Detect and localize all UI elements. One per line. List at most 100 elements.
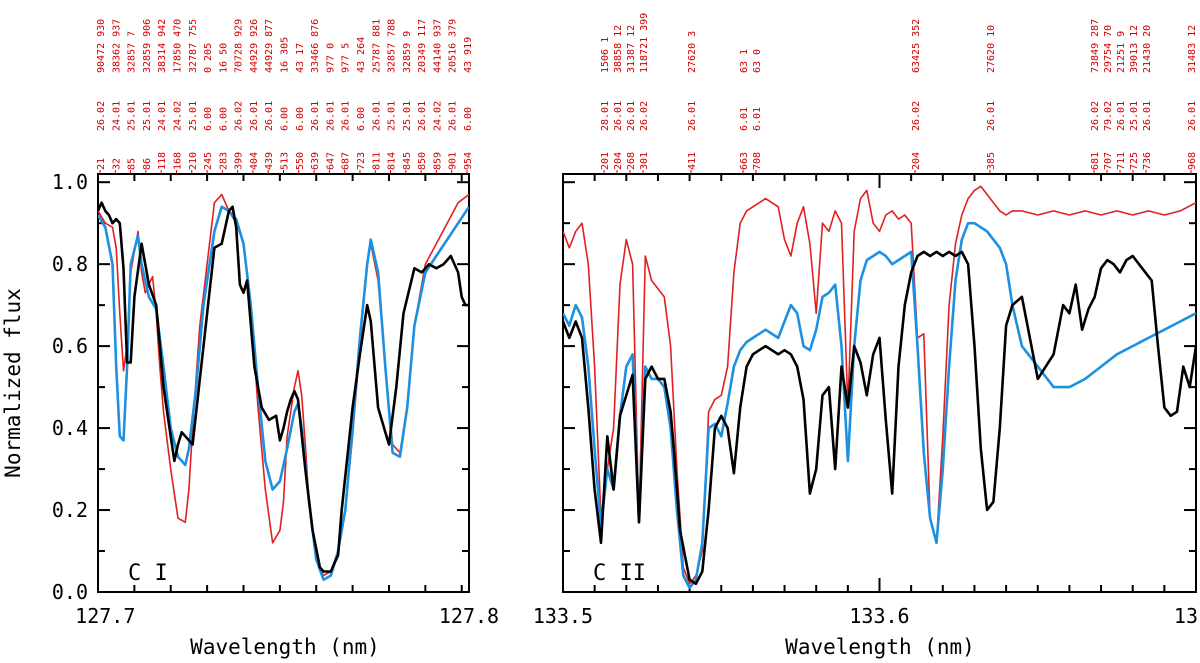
line-id-species: 24.02 bbox=[432, 101, 443, 131]
line-id-wavelength: 201 bbox=[600, 152, 611, 170]
line-id-wavelength: 204 bbox=[911, 152, 922, 170]
line-id-species: 6.00 bbox=[463, 107, 474, 131]
line-id-wavelength: 639 bbox=[310, 152, 321, 170]
line-id-gf: 44929 877 bbox=[264, 19, 275, 73]
line-id-wavelength: 954 bbox=[463, 152, 474, 170]
line-id-gf: 32857 788 bbox=[387, 19, 398, 73]
line-id-wavelength: 687 bbox=[341, 152, 352, 170]
line-id-wavelength: 550 bbox=[295, 152, 306, 170]
line-id-species: 26.02 bbox=[1090, 101, 1101, 131]
line-id-gf: 32857 7 bbox=[127, 31, 138, 73]
line-id-species: 26.01 bbox=[626, 101, 637, 131]
line-id-wavelength: 385 bbox=[986, 152, 997, 170]
line-id-gf: 21251 9 bbox=[1116, 31, 1127, 73]
panel-label: C I bbox=[128, 561, 168, 586]
line-id-gf: 44929 926 bbox=[249, 19, 260, 73]
line-id-wavelength: 647 bbox=[325, 152, 336, 170]
line-id-species: 26.01 bbox=[325, 101, 336, 131]
line-id-wavelength: 845 bbox=[402, 152, 413, 170]
line-id-wavelength: 268 bbox=[626, 152, 637, 170]
series-model-red bbox=[563, 185, 1196, 585]
line-id-wavelength: 708 bbox=[752, 152, 763, 170]
line-id-species: 26.01 bbox=[687, 101, 698, 131]
line-id-wavelength: 210 bbox=[188, 152, 199, 170]
panel-label: C II bbox=[593, 561, 646, 586]
line-id-species: 25.01 bbox=[142, 101, 153, 131]
line-id-species: 24.02 bbox=[172, 101, 183, 131]
y-tick-label: 0.2 bbox=[52, 498, 88, 522]
line-id-gf: 43 919 bbox=[463, 37, 474, 73]
line-id-gf: 21430 20 bbox=[1142, 25, 1153, 73]
line-id-gf: 39013 12 bbox=[1129, 25, 1140, 73]
x-axis-label-right: Wavelength (nm) bbox=[785, 635, 975, 659]
line-id-gf: 70728 929 bbox=[234, 19, 245, 73]
line-id-gf: 43 264 bbox=[356, 37, 367, 73]
line-id-species: 25.01 bbox=[387, 101, 398, 131]
x-tick-label: 133.5 bbox=[533, 604, 593, 628]
line-id-gf: 33466 876 bbox=[310, 19, 321, 73]
line-id-wavelength: 85 bbox=[127, 158, 138, 170]
line-id-species: 26.01 bbox=[448, 101, 459, 131]
line-id-wavelength: 725 bbox=[1129, 152, 1140, 170]
line-id-wavelength: 711 bbox=[1116, 152, 1127, 170]
line-id-gf: 16 305 bbox=[280, 37, 291, 73]
line-id-gf: 90472 930 bbox=[96, 19, 107, 73]
line-id-gf: 63 0 bbox=[752, 49, 763, 73]
line-id-species: 6.00 bbox=[203, 107, 214, 131]
line-id-species: 24.01 bbox=[157, 101, 168, 131]
line-id-species: 25.01 bbox=[402, 101, 413, 131]
line-id-wavelength: 681 bbox=[1090, 152, 1101, 170]
line-id-wavelength: 204 bbox=[613, 152, 624, 170]
line-id-wavelength: 901 bbox=[448, 152, 459, 170]
line-id-wavelength: 859 bbox=[432, 152, 443, 170]
line-id-species: 26.01 bbox=[1142, 101, 1153, 131]
line-id-wavelength: 814 bbox=[387, 152, 398, 170]
line-id-species: 26.01 bbox=[1187, 101, 1198, 131]
line-id-gf: 32787 755 bbox=[188, 19, 199, 73]
x-tick-label: 127.8 bbox=[439, 604, 499, 628]
line-id-gf: 63 1 bbox=[739, 49, 750, 73]
line-id-species: 26.02 bbox=[96, 101, 107, 131]
line-id-gf: 31387 12 bbox=[626, 25, 637, 73]
line-id-species: 25.01 bbox=[127, 101, 138, 131]
line-id-species: 26.01 bbox=[417, 101, 428, 131]
line-id-gf: 25787 881 bbox=[371, 19, 382, 73]
line-id-gf: 977 0 bbox=[325, 43, 336, 73]
line-id-species: 26.01 bbox=[341, 101, 352, 131]
line-id-wavelength: 968 bbox=[1187, 152, 1198, 170]
line-id-wavelength: 513 bbox=[280, 152, 291, 170]
line-id-gf: 16 50 bbox=[218, 43, 229, 73]
line-id-species: 6.00 bbox=[218, 107, 229, 131]
panel-c-ii: 133.5 133.6 13 201 28.01 1506 1 204 26.01 38858 … bbox=[533, 13, 1198, 628]
line-id-wavelength: 723 bbox=[356, 152, 367, 170]
line-id-gf: 43 17 bbox=[295, 43, 306, 73]
line-id-species: 26.02 bbox=[639, 101, 650, 131]
y-tick-label: 0.8 bbox=[52, 252, 88, 276]
line-id-gf: 1506 1 bbox=[600, 37, 611, 73]
line-id-species: 26.01 bbox=[613, 101, 624, 131]
line-id-gf: 44140 937 bbox=[432, 19, 443, 73]
line-id-species: 6.00 bbox=[295, 107, 306, 131]
y-tick-label: 0.4 bbox=[52, 416, 88, 440]
line-id-species: 25.01 bbox=[188, 101, 199, 131]
line-id-gf: 38858 12 bbox=[613, 25, 624, 73]
line-id-species: 24.01 bbox=[111, 101, 122, 131]
line-id-gf: 977 5 bbox=[341, 43, 352, 73]
line-id-species: 6.00 bbox=[280, 107, 291, 131]
line-id-species: 26.01 bbox=[1116, 101, 1127, 131]
line-id-species: 26.01 bbox=[986, 101, 997, 131]
y-tick-label: 1.0 bbox=[52, 170, 88, 194]
line-id-species: 79.02 bbox=[1103, 101, 1114, 131]
line-id-gf: 27620 10 bbox=[986, 25, 997, 73]
line-id-gf: 29754 70 bbox=[1103, 25, 1114, 73]
line-id-species: 25.01 bbox=[1129, 101, 1140, 131]
line-id-wavelength: 118 bbox=[157, 152, 168, 170]
line-id-gf: 31483 12 bbox=[1187, 25, 1198, 73]
series-model-red bbox=[98, 193, 469, 577]
y-tick-label: 0.6 bbox=[52, 334, 88, 358]
line-id-wavelength: 21 bbox=[96, 158, 107, 170]
line-id-species: 26.02 bbox=[234, 101, 245, 131]
line-id-gf: 38314 942 bbox=[157, 19, 168, 73]
line-id-gf: 27620 3 bbox=[687, 31, 698, 73]
